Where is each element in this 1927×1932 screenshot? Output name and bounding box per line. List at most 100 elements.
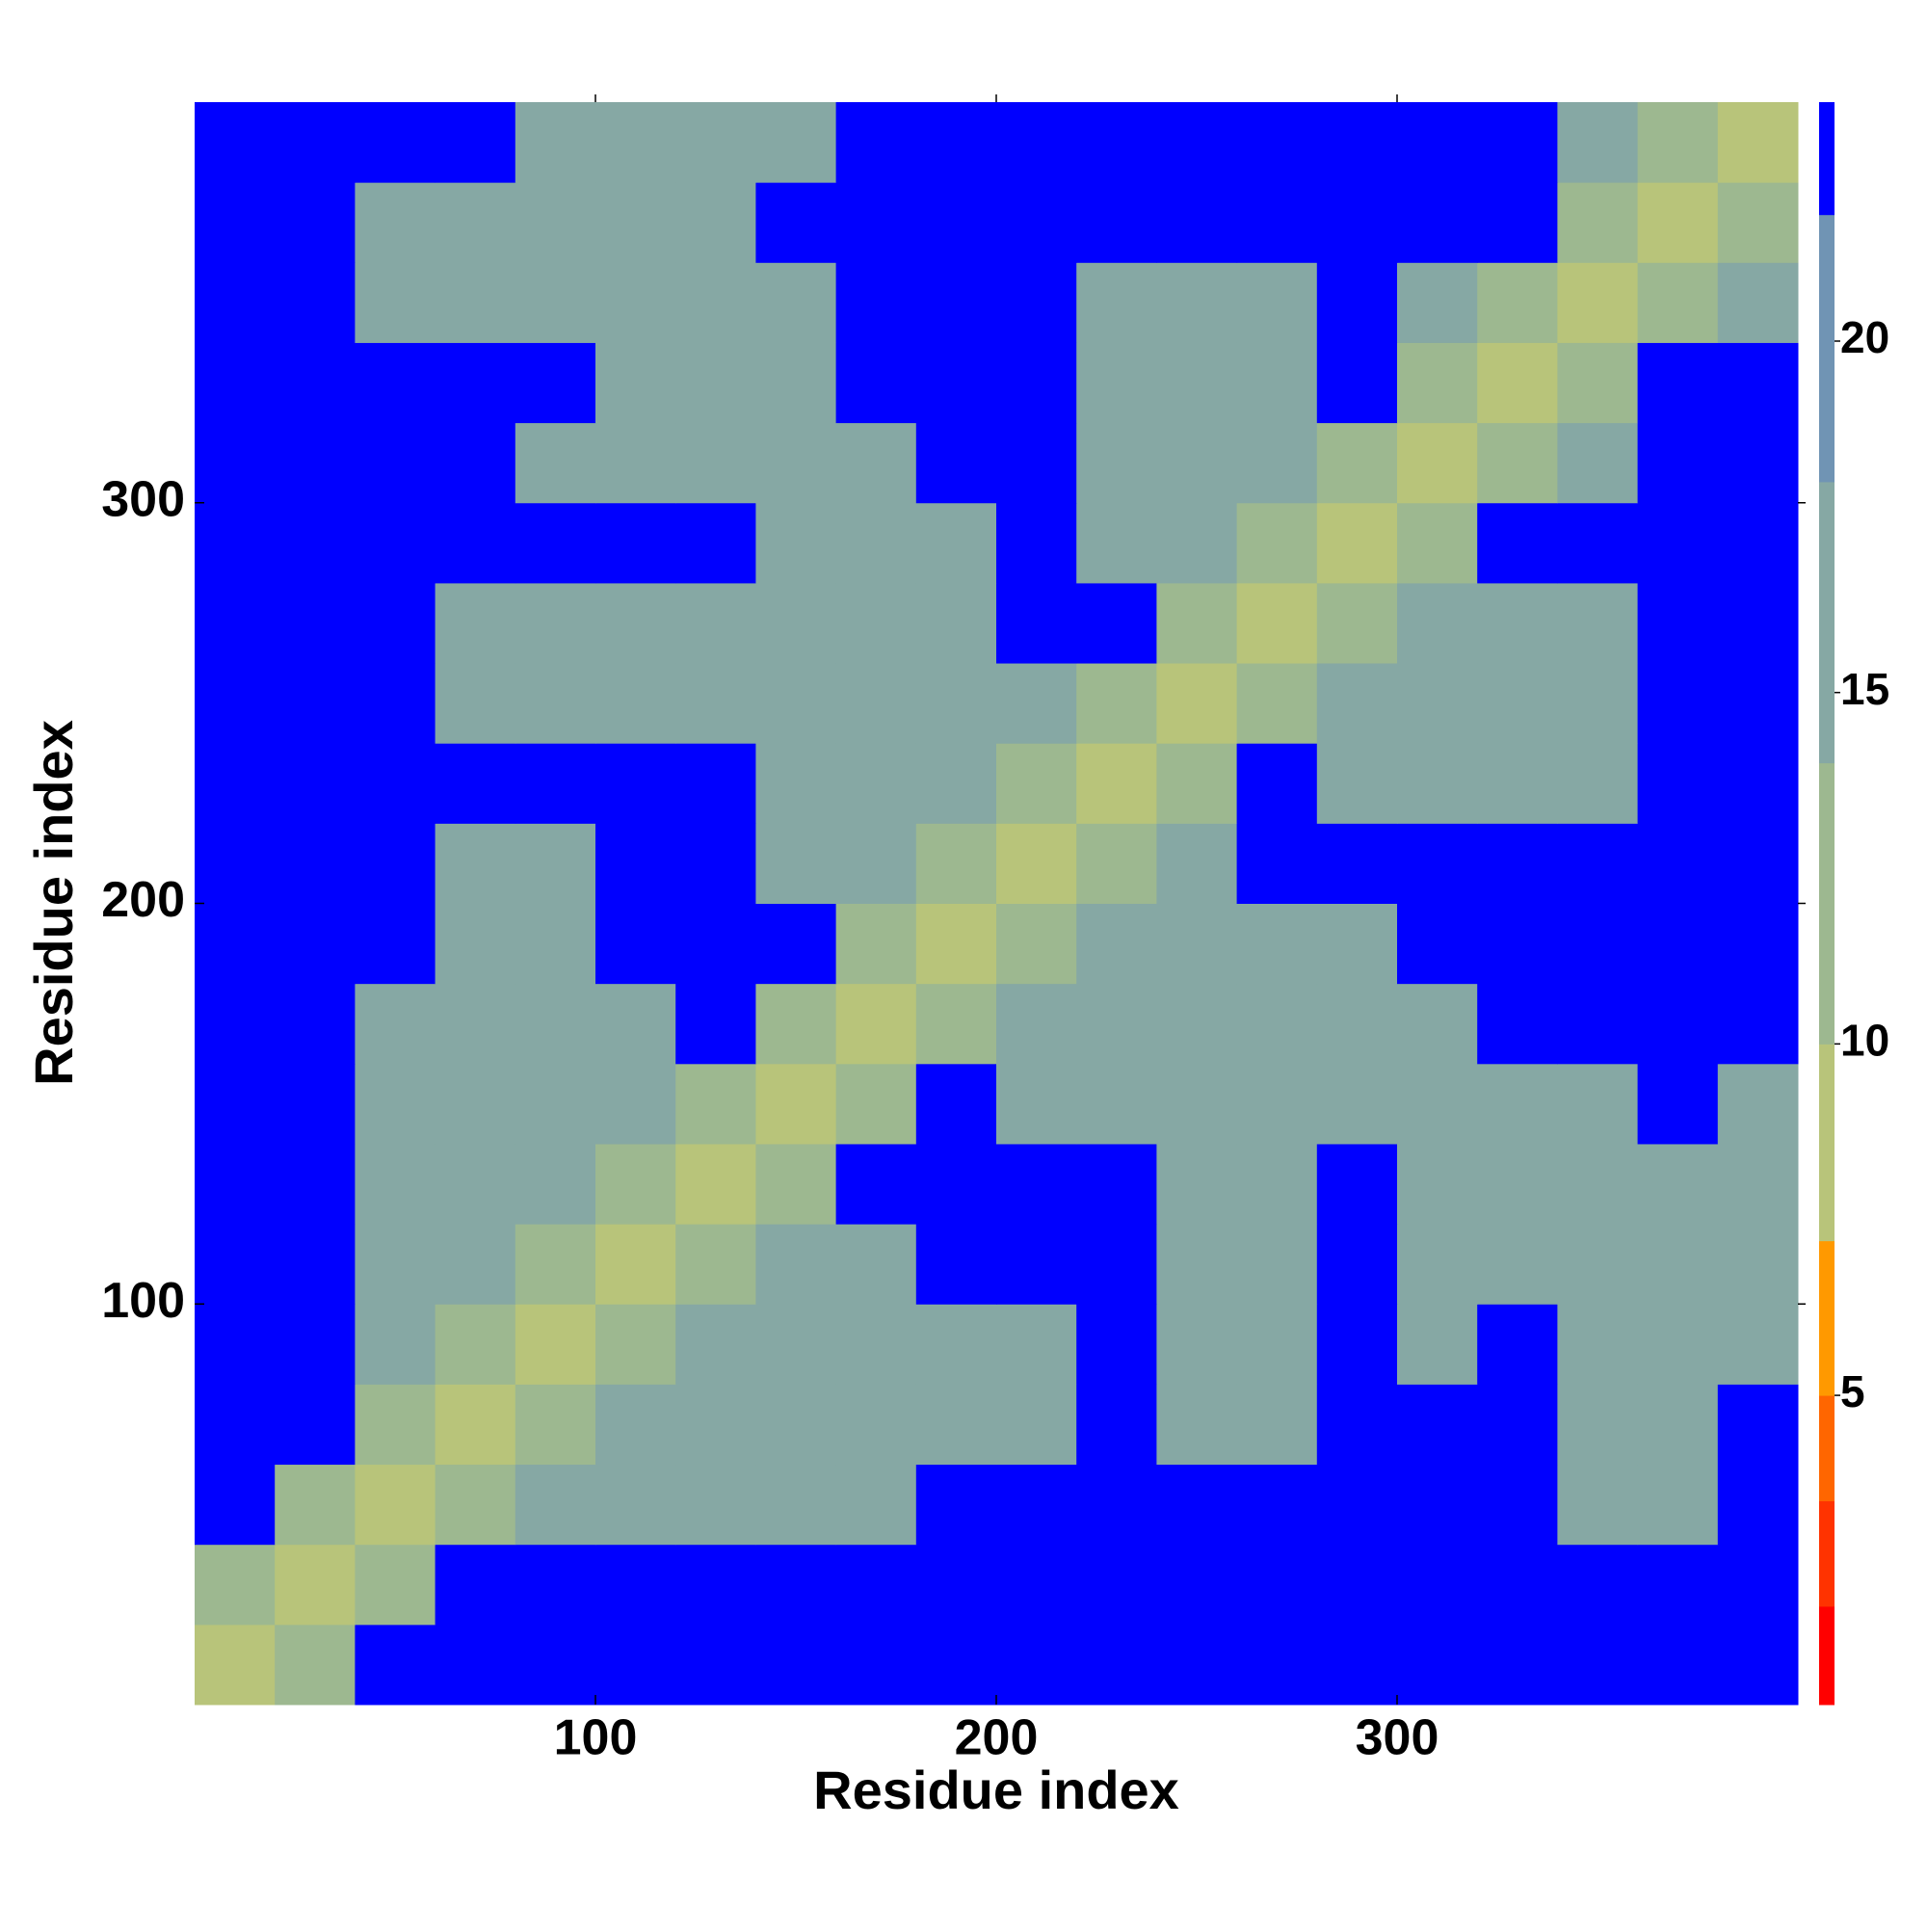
heat-cell <box>1076 182 1157 263</box>
heat-cell <box>915 1464 997 1546</box>
heat-cell <box>435 1544 516 1626</box>
heat-cell <box>996 1143 1077 1225</box>
heat-cell <box>275 342 356 424</box>
heat-cell <box>595 903 676 985</box>
heat-cell <box>835 1063 917 1145</box>
heat-cell <box>355 1544 436 1626</box>
heat-cell <box>915 342 997 424</box>
heat-cell <box>1557 823 1639 904</box>
heat-cell <box>675 1224 756 1305</box>
heat-cell <box>1076 663 1157 744</box>
heat-cell <box>515 1143 596 1225</box>
heat-cell <box>1236 262 1318 343</box>
heat-cell <box>515 983 596 1065</box>
heat-cell <box>915 102 997 183</box>
heat-cell <box>1637 983 1719 1065</box>
heat-cell <box>755 983 837 1065</box>
heat-cell <box>275 823 356 904</box>
heat-cell <box>1717 1224 1799 1305</box>
heat-cell <box>996 1464 1077 1546</box>
heat-cell <box>755 903 837 985</box>
heat-cell <box>1637 1143 1719 1225</box>
heat-cell <box>1316 663 1398 744</box>
heat-cell <box>355 582 436 664</box>
heat-cell <box>435 182 516 263</box>
heat-cell <box>755 1384 837 1466</box>
heat-cell <box>1397 1143 1478 1225</box>
heat-cell <box>435 903 516 985</box>
heat-cell <box>1717 1304 1799 1385</box>
heat-cell <box>675 1624 756 1706</box>
colorbar-segment <box>1819 1240 1835 1396</box>
heat-cell <box>1156 582 1238 664</box>
heat-cell <box>1637 823 1719 904</box>
heat-cell <box>1717 342 1799 424</box>
heat-cell <box>595 983 676 1065</box>
heat-cell <box>195 743 276 824</box>
heat-cell <box>915 262 997 343</box>
heat-cell <box>996 1304 1077 1385</box>
heat-cell <box>355 903 436 985</box>
heat-cell <box>1076 502 1157 584</box>
heat-cell <box>1717 1464 1799 1546</box>
heat-cell <box>1156 342 1238 424</box>
heat-cell <box>1076 262 1157 343</box>
heat-cell <box>835 663 917 744</box>
heat-cell <box>1397 1384 1478 1466</box>
heat-cell <box>915 823 997 904</box>
heat-cell <box>355 1464 436 1546</box>
heat-cell <box>1076 1063 1157 1145</box>
heat-cell <box>355 1304 436 1385</box>
colorbar-segment <box>1819 481 1835 764</box>
heat-cell <box>515 182 596 263</box>
heat-cell <box>1156 1143 1238 1225</box>
heat-cell <box>275 1384 356 1466</box>
heat-cell <box>1557 1544 1639 1626</box>
heat-cell <box>915 743 997 824</box>
heat-cell <box>1717 182 1799 263</box>
heat-cell <box>1557 262 1639 343</box>
heat-cell <box>595 1224 676 1305</box>
heat-cell <box>1076 1304 1157 1385</box>
heat-cell <box>1236 1384 1318 1466</box>
heat-cell <box>996 1544 1077 1626</box>
heat-cell <box>1637 1464 1719 1546</box>
heat-cell <box>1316 182 1398 263</box>
heat-cell <box>515 1224 596 1305</box>
heat-cell <box>1717 262 1799 343</box>
heat-cell <box>1477 342 1558 424</box>
heat-cell <box>996 182 1077 263</box>
heat-cell <box>435 102 516 183</box>
heat-cell <box>1156 823 1238 904</box>
heat-cell <box>435 422 516 504</box>
heat-cell <box>195 1384 276 1466</box>
heat-cell <box>1316 1304 1398 1385</box>
heat-cell <box>1397 1544 1478 1626</box>
heat-cell <box>835 342 917 424</box>
heat-cell <box>595 582 676 664</box>
heat-cell <box>275 502 356 584</box>
heat-cell <box>915 1063 997 1145</box>
heat-cell <box>355 342 436 424</box>
heat-cell <box>1477 983 1558 1065</box>
heat-cell <box>1637 903 1719 985</box>
heat-cell <box>1717 1544 1799 1626</box>
heat-cell <box>1076 1384 1157 1466</box>
heat-cell <box>1397 502 1478 584</box>
heat-cell <box>1316 1384 1398 1466</box>
heat-cell <box>755 1304 837 1385</box>
heat-cell <box>1637 262 1719 343</box>
heat-cell <box>1557 1143 1639 1225</box>
heat-cell <box>1156 1544 1238 1626</box>
heat-cell <box>1316 502 1398 584</box>
heat-cell <box>835 1464 917 1546</box>
heat-cell <box>915 903 997 985</box>
heat-cell <box>1557 663 1639 744</box>
heat-cell <box>275 1143 356 1225</box>
heat-cell <box>1397 1063 1478 1145</box>
heat-cell <box>915 663 997 744</box>
heat-cell <box>755 1143 837 1225</box>
heat-cell <box>1477 663 1558 744</box>
heat-cell <box>1236 1143 1318 1225</box>
